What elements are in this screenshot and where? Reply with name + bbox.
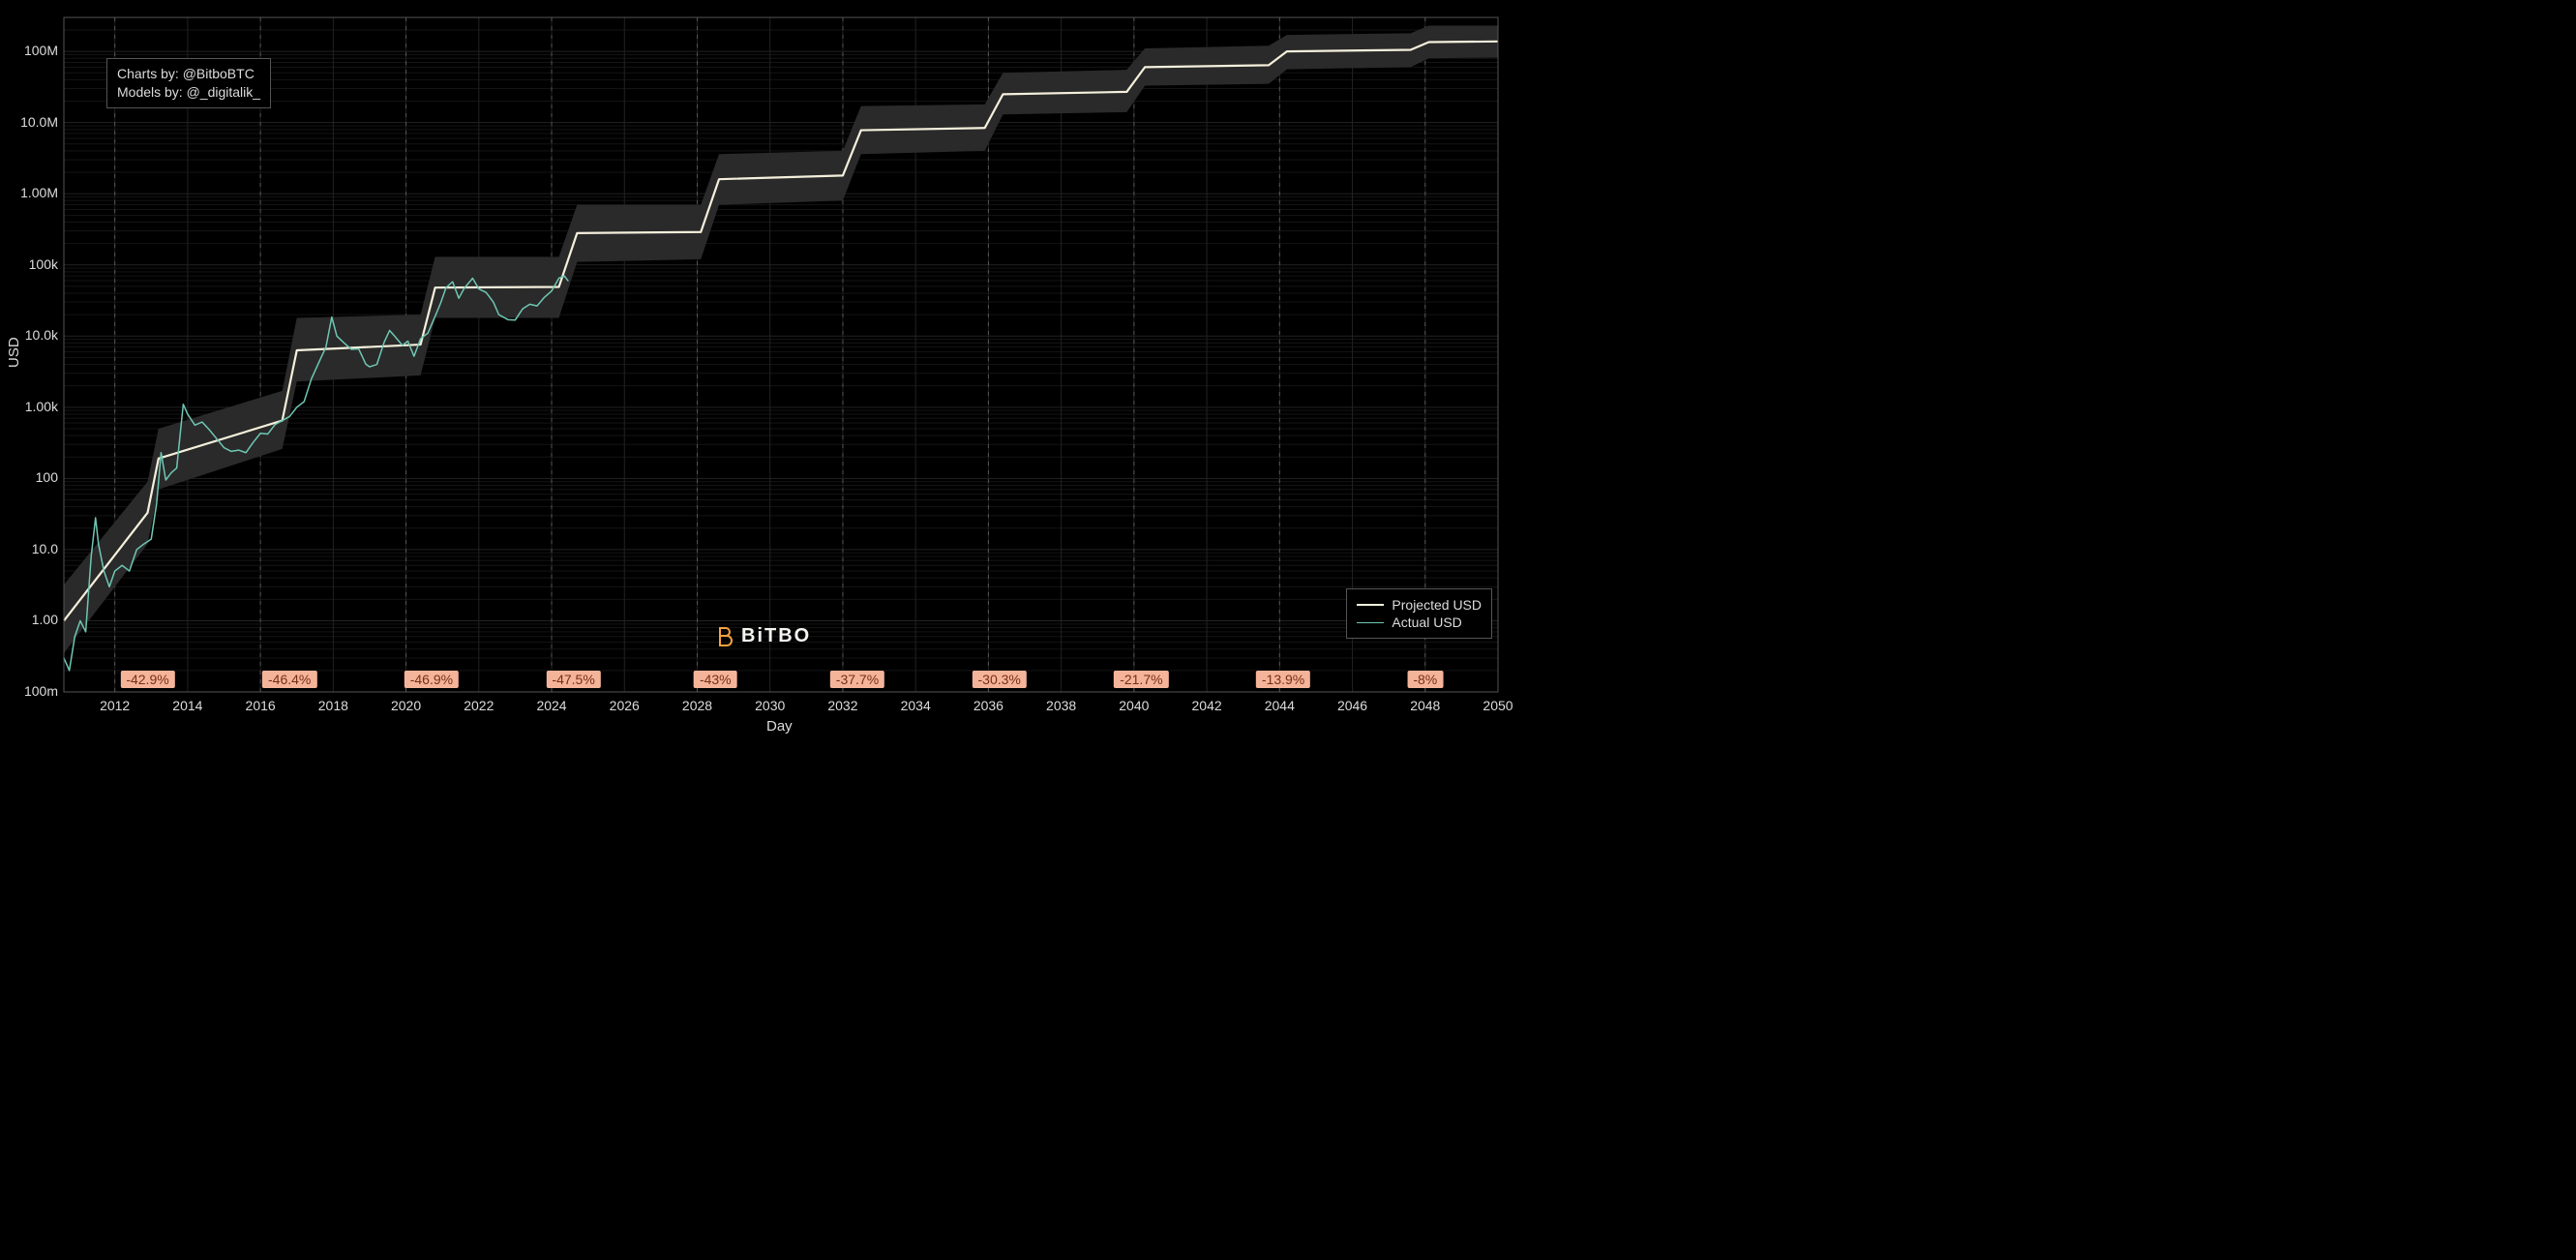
- y-tick-label: 100k: [29, 256, 58, 272]
- y-tick-label: 1.00k: [25, 399, 58, 414]
- y-tick-label: 1.00M: [20, 185, 58, 200]
- pct-badge: -43%: [694, 671, 737, 688]
- legend-label: Projected USD: [1392, 597, 1482, 613]
- x-tick-label: 2046: [1337, 698, 1367, 713]
- x-tick-label: 2038: [1046, 698, 1076, 713]
- pct-badge: -42.9%: [120, 671, 174, 688]
- x-tick-label: 2040: [1119, 698, 1149, 713]
- y-tick-label: 1.00: [32, 612, 58, 627]
- x-tick-label: 2022: [464, 698, 494, 713]
- credits-box: Charts by: @BitboBTC Models by: @_digita…: [106, 58, 271, 108]
- y-tick-label: 100: [36, 469, 58, 485]
- pct-badge: -30.3%: [972, 671, 1026, 688]
- credits-line-2: Models by: @_digitalik_: [117, 83, 260, 102]
- x-tick-label: 2024: [536, 698, 566, 713]
- pct-badge: -21.7%: [1114, 671, 1168, 688]
- y-tick-label: 10.0: [32, 541, 58, 556]
- x-tick-label: 2012: [100, 698, 130, 713]
- x-tick-label: 2050: [1483, 698, 1513, 713]
- bitbo-logo-icon: [714, 626, 734, 647]
- legend-item: Actual USD: [1357, 615, 1482, 630]
- x-tick-label: 2042: [1192, 698, 1222, 713]
- y-tick-label: 10.0k: [25, 327, 58, 343]
- y-tick-label: 100m: [24, 683, 58, 699]
- pct-badge: -47.5%: [546, 671, 600, 688]
- pct-badge: -46.4%: [262, 671, 316, 688]
- pct-badge: -37.7%: [830, 671, 884, 688]
- x-tick-label: 2044: [1265, 698, 1295, 713]
- pct-badge: -8%: [1407, 671, 1443, 688]
- legend-swatch: [1357, 622, 1384, 623]
- y-tick-label: 10.0M: [20, 114, 58, 130]
- x-axis-label: Day: [766, 718, 793, 735]
- legend-swatch: [1357, 604, 1384, 606]
- x-tick-label: 2036: [973, 698, 1003, 713]
- chart-container: Charts by: @BitboBTC Models by: @_digita…: [0, 0, 1510, 737]
- y-axis-label: USD: [6, 337, 22, 368]
- legend-box: Projected USD Actual USD: [1346, 588, 1492, 639]
- x-tick-label: 2048: [1410, 698, 1440, 713]
- y-tick-label: 100M: [24, 43, 58, 58]
- pct-badge: -13.9%: [1256, 671, 1310, 688]
- credits-line-1: Charts by: @BitboBTC: [117, 65, 260, 83]
- watermark-text: BiTBO: [741, 625, 811, 647]
- x-tick-label: 2026: [610, 698, 640, 713]
- x-tick-label: 2028: [682, 698, 712, 713]
- x-tick-label: 2030: [755, 698, 785, 713]
- x-tick-label: 2018: [318, 698, 348, 713]
- x-tick-label: 2014: [172, 698, 202, 713]
- pct-badge: -46.9%: [404, 671, 459, 688]
- x-tick-label: 2016: [246, 698, 276, 713]
- legend-label: Actual USD: [1392, 615, 1461, 630]
- x-tick-label: 2020: [391, 698, 421, 713]
- legend-item: Projected USD: [1357, 597, 1482, 613]
- x-tick-label: 2034: [901, 698, 931, 713]
- x-tick-label: 2032: [827, 698, 857, 713]
- watermark: BiTBO: [714, 625, 811, 647]
